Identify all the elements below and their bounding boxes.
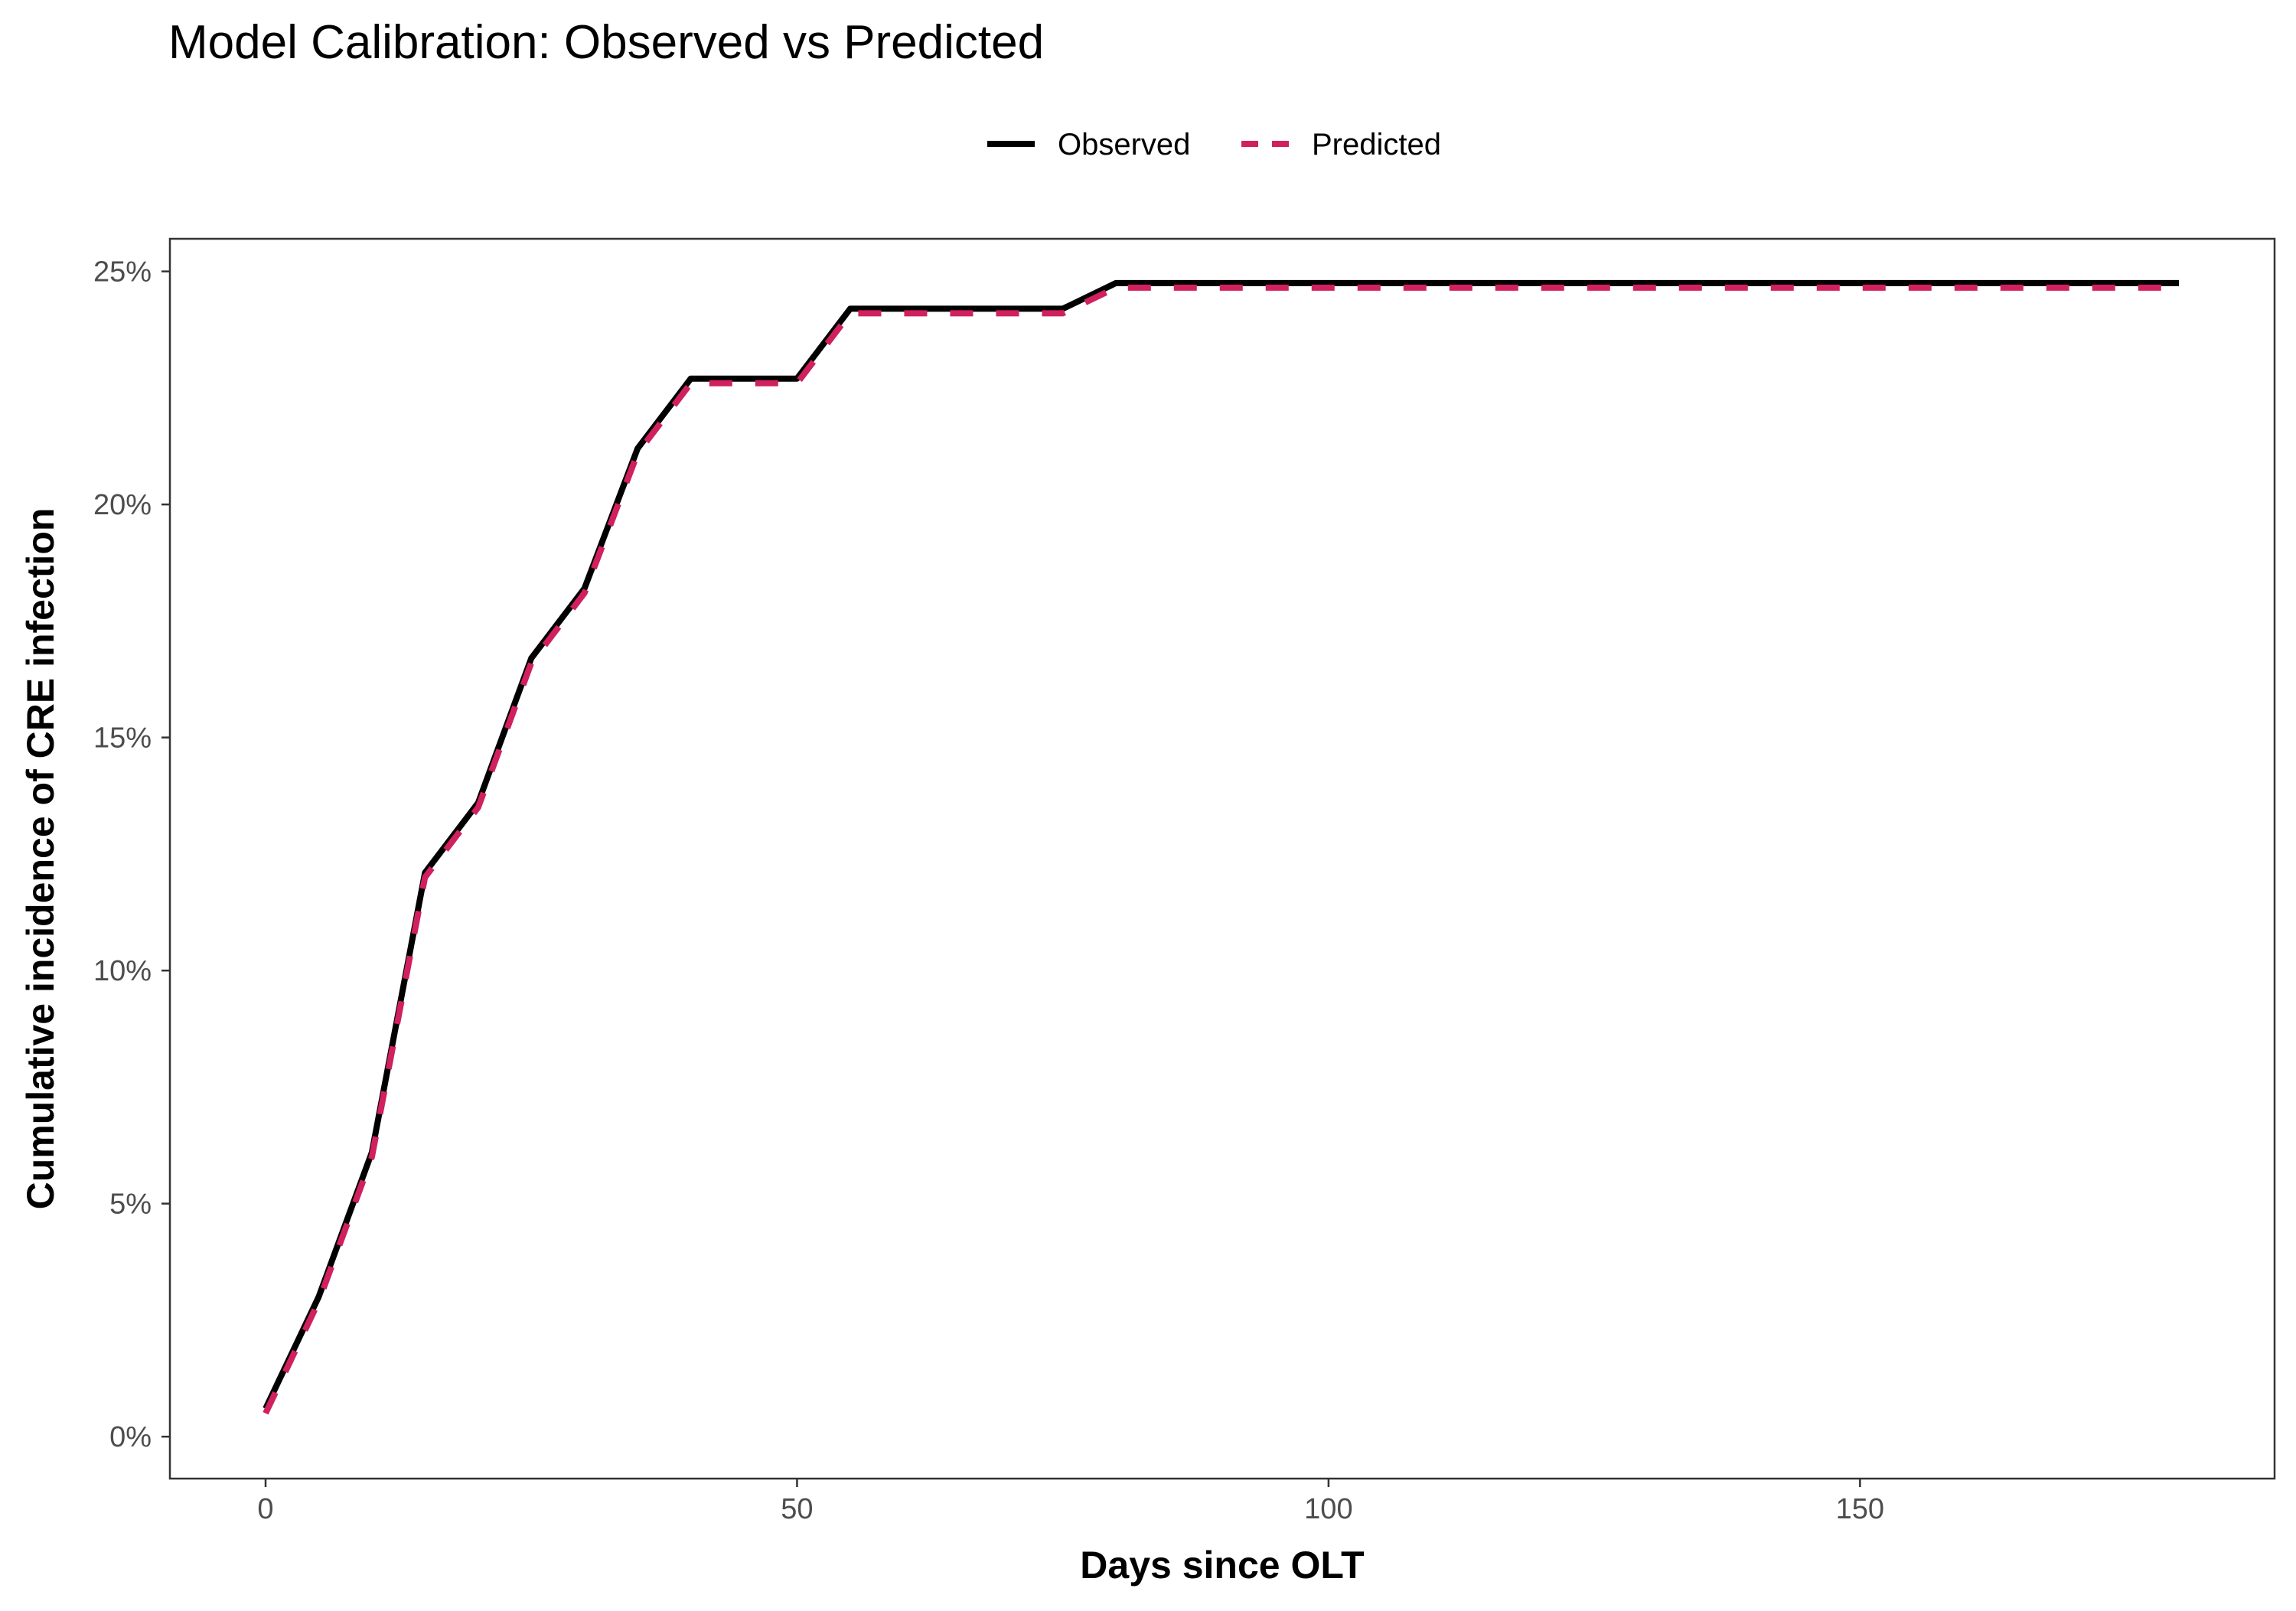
x-tick-label: 50 bbox=[781, 1493, 813, 1525]
y-tick-label: 20% bbox=[93, 489, 152, 521]
legend-label-predicted: Predicted bbox=[1312, 128, 1441, 161]
chart-title: Model Calibration: Observed vs Predicted bbox=[168, 16, 1044, 69]
y-tick-label: 5% bbox=[109, 1189, 152, 1221]
plot-panel bbox=[168, 237, 2276, 1480]
x-tick-label: 100 bbox=[1304, 1493, 1352, 1525]
series-line-observed bbox=[263, 279, 2179, 1410]
x-tick-label: 0 bbox=[257, 1493, 273, 1525]
y-tick-label: 25% bbox=[93, 256, 152, 289]
y-axis: 0% 5% 10% 15% 20% 25% bbox=[93, 256, 170, 1453]
y-tick-label: 15% bbox=[93, 722, 152, 755]
y-axis-title: Cumulative incidence of CRE infection bbox=[19, 508, 62, 1210]
y-tick-label: 10% bbox=[93, 955, 152, 987]
series-line-predicted bbox=[263, 284, 2179, 1415]
x-axis-title: Days since OLT bbox=[1080, 1544, 1364, 1587]
y-tick-label: 0% bbox=[109, 1421, 152, 1453]
x-axis: 0 50 100 150 bbox=[257, 1479, 1884, 1525]
series-layer bbox=[263, 279, 2179, 1415]
legend: Observed Predicted bbox=[987, 128, 1441, 161]
legend-label-observed: Observed bbox=[1058, 128, 1190, 161]
x-tick-label: 150 bbox=[1836, 1493, 1884, 1525]
